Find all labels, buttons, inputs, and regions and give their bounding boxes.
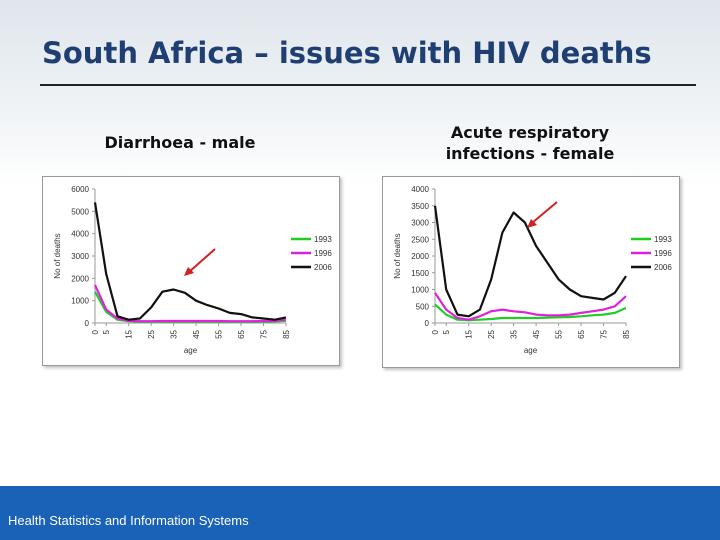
- right-chart-series-line-2006: [433, 205, 627, 318]
- left-chart-y-axis-label: No of deaths: [53, 233, 62, 278]
- left-chart-x-tick-label-9: 85: [282, 329, 291, 338]
- right-chart-heading: Acute respiratory infections - female: [400, 122, 660, 164]
- left-chart-x-tick-label-0: 0: [91, 329, 100, 334]
- left-chart-x-tick-label-1: 5: [102, 329, 111, 334]
- right-chart-heading-line2: infections - female: [445, 144, 615, 163]
- left-chart-y-tick-label-2: 2000: [71, 274, 89, 283]
- left-chart-y-tick-label-1: 1000: [71, 297, 89, 306]
- left-chart-x-axis-label: age: [184, 346, 198, 355]
- slide-title: South Africa – issues with HIV deaths: [42, 36, 652, 70]
- left-chart-y-tick-label-4: 4000: [71, 230, 89, 239]
- right-chart-y-tick-label-5: 2500: [411, 235, 429, 244]
- right-chart-x-tick-label-0: 0: [431, 329, 440, 334]
- footer-band: Health Statistics and Information System…: [0, 486, 720, 540]
- left-chart-x-tick-label-2: 15: [125, 329, 134, 338]
- right-chart-legend-label-1993: 1993: [654, 235, 672, 244]
- left-chart-y-tick-label-6: 6000: [71, 185, 89, 194]
- title-rule: [40, 84, 696, 86]
- right-chart-x-tick-label-5: 45: [532, 329, 541, 338]
- left-chart-x-tick-label-4: 35: [170, 329, 179, 338]
- right-chart-y-tick-label-2: 1000: [411, 286, 429, 295]
- right-chart-y-tick-label-7: 3500: [411, 202, 429, 211]
- left-arrow-icon: [184, 248, 216, 276]
- right-chart-x-tick-label-2: 15: [465, 329, 474, 338]
- header-band: [0, 0, 720, 185]
- right-chart-heading-line1: Acute respiratory: [450, 123, 610, 142]
- right-chart-y-tick-label-4: 2000: [411, 252, 429, 261]
- left-chart-x-tick-label-7: 65: [237, 329, 246, 338]
- right-chart-y-tick-label-6: 3000: [411, 219, 429, 228]
- right-chart-legend-label-2006: 2006: [654, 263, 672, 272]
- left-chart-x-tick-label-8: 75: [260, 329, 269, 338]
- right-chart-x-tick-label-7: 65: [577, 329, 586, 338]
- left-chart-x-tick-label-3: 25: [147, 329, 156, 338]
- left-chart-x-tick-label-6: 55: [215, 329, 224, 338]
- right-chart-panel: 0 500 1000 1500 2000 2500 3000 3500 4000 0 5 15 25 35…: [382, 176, 680, 368]
- left-chart-y-tick-label-5: 5000: [71, 207, 89, 216]
- right-chart-x-axis-label: age: [524, 346, 538, 355]
- right-chart-x-tick-label-9: 85: [622, 329, 631, 338]
- right-chart-y-axis-label: No of deaths: [393, 233, 402, 278]
- right-chart-y-tick-label-1: 500: [416, 302, 430, 311]
- right-chart-x-tick-label-3: 25: [487, 329, 496, 338]
- left-chart-heading-text: Diarrhoea - male: [104, 133, 256, 152]
- right-arrow-icon: [527, 201, 558, 228]
- left-chart-series-line-2006: [93, 202, 287, 321]
- right-chart-x-tick-label-6: 55: [555, 329, 564, 338]
- right-chart-y-tick-label-3: 1500: [411, 269, 429, 278]
- left-chart-legend-label-1996: 1996: [314, 249, 332, 258]
- left-chart-y-tick-label-0: 0: [85, 319, 90, 328]
- footer-text: Health Statistics and Information System…: [8, 513, 249, 528]
- left-chart-x-tick-label-5: 45: [192, 329, 201, 338]
- left-chart-series-line-1996: [93, 284, 287, 323]
- right-chart-y-tick-label-8: 4000: [411, 185, 429, 194]
- right-chart-y-tick-label-0: 0: [425, 319, 430, 328]
- right-chart-x-tick-label-4: 35: [510, 329, 519, 338]
- left-chart-heading: Diarrhoea - male: [60, 132, 300, 153]
- right-chart-x-tick-label-8: 75: [600, 329, 609, 338]
- right-chart-legend-label-1996: 1996: [654, 249, 672, 258]
- right-chart-x-tick-label-1: 5: [442, 329, 451, 334]
- left-chart-legend-label-2006: 2006: [314, 263, 332, 272]
- right-chart-series-line-1996: [434, 292, 627, 321]
- left-chart-legend-label-1993: 1993: [314, 235, 332, 244]
- left-chart-y-tick-label-3: 3000: [71, 252, 89, 261]
